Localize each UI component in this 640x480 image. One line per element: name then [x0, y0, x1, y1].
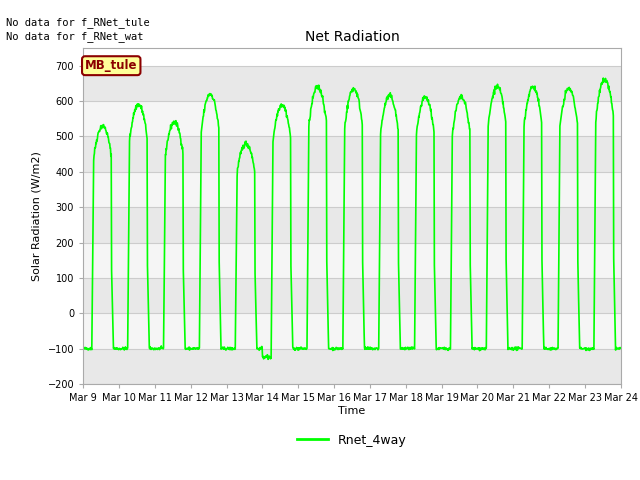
Text: No data for f_RNet_tule: No data for f_RNet_tule [6, 17, 150, 28]
Bar [83, 313, 621, 348]
Bar [83, 172, 621, 207]
Text: MB_tule: MB_tule [85, 59, 138, 72]
Title: Net Radiation: Net Radiation [305, 30, 399, 44]
Text: No data for f_RNet_wat: No data for f_RNet_wat [6, 31, 144, 42]
Legend: Rnet_4way: Rnet_4way [292, 429, 412, 452]
Y-axis label: Solar Radiation (W/m2): Solar Radiation (W/m2) [32, 151, 42, 281]
X-axis label: Time: Time [339, 406, 365, 416]
Bar [83, 278, 621, 313]
Bar [83, 101, 621, 136]
Bar [83, 242, 621, 278]
Bar [83, 66, 621, 101]
Bar [83, 136, 621, 172]
Bar [83, 348, 621, 384]
Bar [83, 207, 621, 242]
